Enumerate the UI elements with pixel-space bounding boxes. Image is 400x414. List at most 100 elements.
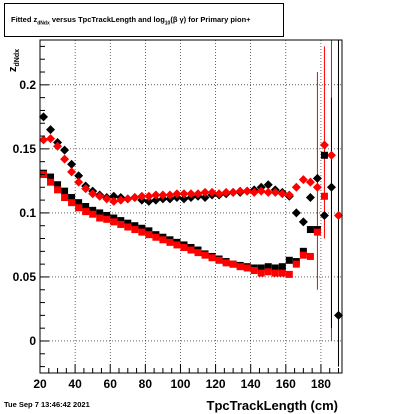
data-point-diamond [151, 195, 161, 205]
data-point-square [75, 204, 83, 212]
data-point-square [194, 249, 202, 257]
data-point-square [271, 264, 279, 272]
data-point-square [278, 269, 286, 277]
data-point-square [320, 192, 328, 200]
data-point-square [299, 247, 307, 255]
data-point-square [152, 233, 160, 241]
data-point-square [257, 269, 265, 277]
x-tick-label: 100 [170, 377, 190, 391]
data-point-diamond [95, 191, 105, 201]
data-point-square [313, 228, 321, 236]
data-markers [39, 40, 343, 367]
data-point-square [236, 263, 244, 271]
data-point-diamond [277, 189, 287, 199]
data-point-diamond [74, 171, 84, 181]
data-point-diamond [263, 187, 273, 197]
data-point-square [306, 226, 314, 234]
data-point-diamond [165, 190, 175, 200]
data-point-square [82, 203, 90, 210]
data-point-square [180, 243, 188, 251]
data-point-square [75, 199, 83, 207]
data-point-square [103, 211, 111, 219]
data-point-square [285, 270, 293, 278]
data-point-square [61, 187, 69, 195]
data-point-diamond [305, 193, 315, 203]
data-point-square [320, 151, 328, 159]
data-point-diamond [228, 187, 238, 197]
timestamp: Tue Sep 7 13:46:42 2021 [4, 400, 90, 409]
data-point-square [299, 251, 307, 259]
data-point-square [264, 268, 272, 276]
y-axis-label: zdNdx [7, 49, 21, 72]
data-point-diamond [67, 159, 77, 169]
data-point-square [131, 222, 139, 230]
data-point-square [208, 254, 216, 262]
data-point-diamond [151, 190, 161, 200]
data-point-diamond [333, 310, 343, 320]
data-point-diamond [200, 187, 210, 197]
axis-ticks [39, 45, 339, 373]
data-point-diamond [242, 186, 252, 196]
data-point-square [145, 227, 153, 235]
data-point-diamond [263, 180, 273, 190]
data-point-diamond [298, 175, 308, 185]
data-point-square [201, 251, 209, 259]
data-point-square [82, 208, 90, 216]
data-point-square [145, 231, 153, 239]
data-point-square [47, 173, 55, 181]
data-point-diamond [193, 189, 203, 199]
data-point-square [243, 264, 251, 272]
x-tick-label: 140 [241, 377, 261, 391]
data-point-diamond [109, 191, 119, 201]
y-tick-label: 0 [29, 334, 36, 348]
data-point-square [138, 228, 146, 236]
data-point-square [173, 241, 181, 249]
data-point-diamond [291, 208, 301, 218]
chart-title: Fitted zdNdx versus TpcTrackLength and l… [11, 15, 251, 27]
data-point-diamond [207, 187, 217, 197]
data-point-diamond [130, 193, 140, 203]
data-point-diamond [319, 140, 329, 150]
data-point-diamond [235, 186, 245, 196]
data-point-square [54, 181, 62, 189]
data-point-diamond [333, 210, 343, 220]
data-point-square [271, 269, 279, 277]
data-point-square [54, 186, 62, 194]
grid-lines [39, 40, 342, 373]
data-point-square [264, 263, 272, 271]
x-tick-label: 40 [68, 377, 82, 391]
x-axis-label: TpcTrackLength (cm) [207, 398, 338, 413]
x-tick-label: 60 [104, 377, 118, 391]
data-point-diamond [158, 190, 168, 200]
tick-labels: 20 40 60 80 100 120 140 160 180 0 0.05 0.1 0.15 0.2 [13, 78, 332, 391]
data-point-square [110, 214, 118, 222]
data-point-diamond [88, 189, 98, 199]
data-point-diamond [109, 196, 119, 206]
data-point-diamond [123, 194, 133, 204]
data-point-diamond [116, 195, 126, 205]
data-point-diamond [144, 196, 154, 206]
x-tick-label: 120 [206, 377, 226, 391]
data-point-diamond [46, 134, 56, 144]
data-point-diamond [186, 189, 196, 199]
data-point-square [257, 264, 265, 272]
data-point-diamond [67, 167, 77, 177]
data-point-square [138, 224, 146, 232]
data-point-square [131, 226, 139, 234]
data-point-square [117, 220, 125, 228]
data-point-diamond [179, 194, 189, 204]
data-point-square [96, 209, 104, 217]
data-point-diamond [39, 112, 49, 122]
data-point-square [159, 236, 167, 244]
y-tick-label: 0.2 [19, 78, 36, 92]
data-point-square [222, 259, 230, 267]
data-point-diamond [312, 173, 322, 183]
data-point-square [124, 219, 132, 227]
y-tick-label: 0.05 [13, 270, 37, 284]
data-point-diamond [39, 135, 49, 145]
chart-title-box: Fitted zdNdx versus TpcTrackLength and l… [4, 3, 284, 37]
data-point-square [229, 260, 237, 268]
data-point-diamond [249, 187, 259, 197]
data-point-diamond [291, 182, 301, 192]
data-point-square [278, 263, 286, 271]
